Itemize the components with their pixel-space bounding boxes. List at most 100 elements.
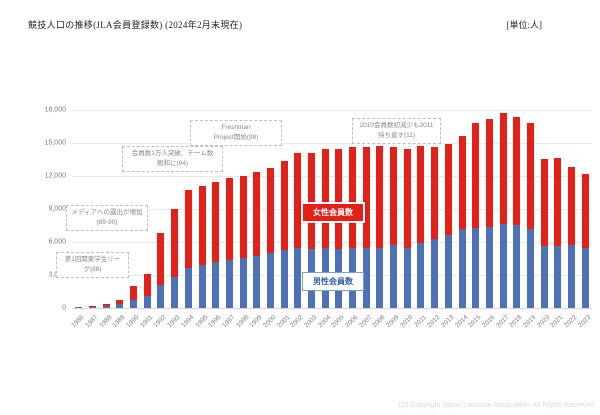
bar-1997-female bbox=[225, 178, 233, 260]
bar-1987-female bbox=[89, 305, 97, 307]
xtick-2004: 2004 bbox=[316, 314, 333, 330]
bar-2001-male bbox=[280, 250, 288, 308]
xtick-2023: 2023 bbox=[576, 314, 593, 330]
annotation-media-exposure: メディアへの露出が増加 (89-90) bbox=[66, 205, 148, 232]
bar-1991-female bbox=[143, 274, 151, 297]
bar-1988 bbox=[102, 303, 110, 308]
annotation-10000-members: 会員数1万人突破、チーム数 飽和に(94) bbox=[122, 146, 223, 173]
bar-2008 bbox=[376, 145, 384, 308]
bar-2010-female bbox=[403, 148, 411, 249]
bar-1991-male bbox=[143, 296, 151, 308]
bar-1996-female bbox=[212, 181, 220, 263]
bar-1999-male bbox=[253, 255, 261, 308]
bar-2010-male bbox=[403, 248, 411, 308]
bar-1993-female bbox=[171, 209, 179, 278]
bar-2008-female bbox=[376, 145, 384, 248]
bar-1986-female bbox=[75, 306, 83, 308]
bar-1992-female bbox=[157, 233, 165, 285]
bar-1987-male bbox=[89, 306, 97, 308]
xtick-1994: 1994 bbox=[180, 314, 196, 330]
bar-2016-male bbox=[485, 226, 493, 308]
bar-1986-male bbox=[75, 307, 83, 308]
bar-1995-female bbox=[198, 185, 206, 266]
bar-2022-male bbox=[567, 244, 575, 308]
xtick-2014: 2014 bbox=[453, 314, 469, 330]
annotation-freshman-project: Freshman Project開始(98) bbox=[190, 120, 282, 147]
bar-2017-female bbox=[499, 113, 507, 224]
bar-1999 bbox=[253, 172, 261, 308]
unit-label: [単位:人] bbox=[506, 20, 543, 30]
ytick-18000: 18,000 bbox=[44, 106, 66, 114]
bar-2012-female bbox=[431, 147, 439, 240]
xtick-2012: 2012 bbox=[426, 314, 442, 330]
bar-2020-female bbox=[540, 158, 548, 247]
bar-2006-female bbox=[349, 147, 357, 249]
xtick-2006: 2006 bbox=[344, 314, 360, 330]
bar-2014-female bbox=[458, 136, 466, 230]
bar-2016-female bbox=[485, 118, 493, 227]
annotation-first-kanto-league: 第1回関東学生リー グ(88) bbox=[56, 252, 129, 279]
xtick-2011: 2011 bbox=[413, 314, 428, 329]
bar-2013-female bbox=[444, 144, 452, 235]
xtick-2005: 2005 bbox=[330, 314, 346, 330]
xtick-1988: 1988 bbox=[97, 314, 114, 330]
bar-1997-male bbox=[225, 259, 233, 308]
bar-2014-male bbox=[458, 229, 466, 308]
bar-1996 bbox=[212, 181, 220, 308]
bar-2009-male bbox=[390, 245, 398, 308]
xtick-2017: 2017 bbox=[494, 314, 511, 330]
xtick-2019: 2019 bbox=[522, 314, 538, 330]
xtick-1989: 1989 bbox=[111, 314, 127, 330]
bar-1994-male bbox=[184, 268, 192, 308]
bar-2002 bbox=[294, 152, 302, 308]
bar-1989 bbox=[116, 300, 124, 308]
bar-2021-female bbox=[554, 158, 562, 246]
bar-1992-male bbox=[157, 284, 165, 308]
xtick-1998: 1998 bbox=[234, 314, 251, 330]
bar-2009-female bbox=[390, 146, 398, 246]
female-members-label: 女性会員数 bbox=[301, 202, 365, 223]
bar-1990-female bbox=[130, 286, 138, 300]
bar-1988-female bbox=[102, 303, 110, 306]
annotation-2010-decline: 2010会員数初減少も2011 持ち直す(11) bbox=[352, 118, 441, 145]
ytick-15000: 15,000 bbox=[44, 139, 66, 147]
xtick-2000: 2000 bbox=[262, 314, 278, 330]
xtick-1991: 1991 bbox=[139, 314, 155, 330]
bar-1993-male bbox=[171, 277, 179, 308]
bar-1991 bbox=[143, 274, 151, 308]
bar-1987 bbox=[89, 305, 97, 308]
bar-2017-male bbox=[499, 223, 507, 308]
bar-1990 bbox=[130, 286, 138, 308]
bar-2023 bbox=[581, 173, 589, 308]
bar-2022 bbox=[567, 166, 575, 308]
bar-1998 bbox=[239, 176, 247, 308]
bar-2015-male bbox=[472, 228, 480, 308]
bar-2021-male bbox=[554, 245, 562, 308]
bar-2015 bbox=[472, 123, 480, 308]
bar-2007-female bbox=[362, 147, 370, 248]
xtick-1992: 1992 bbox=[152, 314, 168, 330]
xtick-2003: 2003 bbox=[303, 314, 319, 330]
bar-2014 bbox=[458, 136, 466, 308]
bar-2009 bbox=[390, 146, 398, 308]
xtick-2020: 2020 bbox=[535, 314, 552, 330]
bar-2000-female bbox=[266, 168, 274, 253]
bar-2018-male bbox=[513, 224, 521, 308]
bar-2002-female bbox=[294, 152, 302, 248]
xtick-2010: 2010 bbox=[399, 314, 415, 330]
xtick-2016: 2016 bbox=[481, 314, 497, 330]
bar-1988-male bbox=[102, 305, 110, 308]
xtick-2002: 2002 bbox=[289, 314, 305, 330]
bar-2004-female bbox=[321, 149, 329, 249]
bar-2011 bbox=[417, 146, 425, 308]
xtick-2001: 2001 bbox=[275, 314, 292, 330]
bar-2019-female bbox=[526, 122, 534, 229]
bar-2023-male bbox=[581, 247, 589, 308]
bar-2020-male bbox=[540, 246, 548, 308]
bar-2001-female bbox=[280, 161, 288, 251]
bar-2010 bbox=[403, 148, 411, 308]
bar-2016 bbox=[485, 118, 493, 308]
gridline-12000 bbox=[72, 176, 592, 177]
bar-2001 bbox=[280, 161, 288, 308]
